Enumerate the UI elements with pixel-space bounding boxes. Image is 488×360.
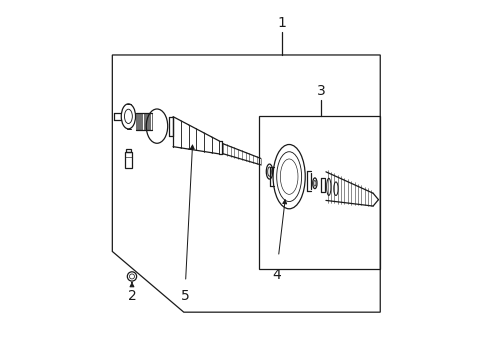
Text: 4: 4	[272, 267, 281, 282]
Text: 2: 2	[127, 289, 136, 303]
Bar	[125, 149, 131, 152]
Bar	[124, 152, 132, 168]
Text: 5: 5	[181, 289, 189, 303]
Text: 1: 1	[277, 16, 286, 30]
Text: 3: 3	[316, 84, 325, 98]
Bar	[258, 116, 380, 269]
